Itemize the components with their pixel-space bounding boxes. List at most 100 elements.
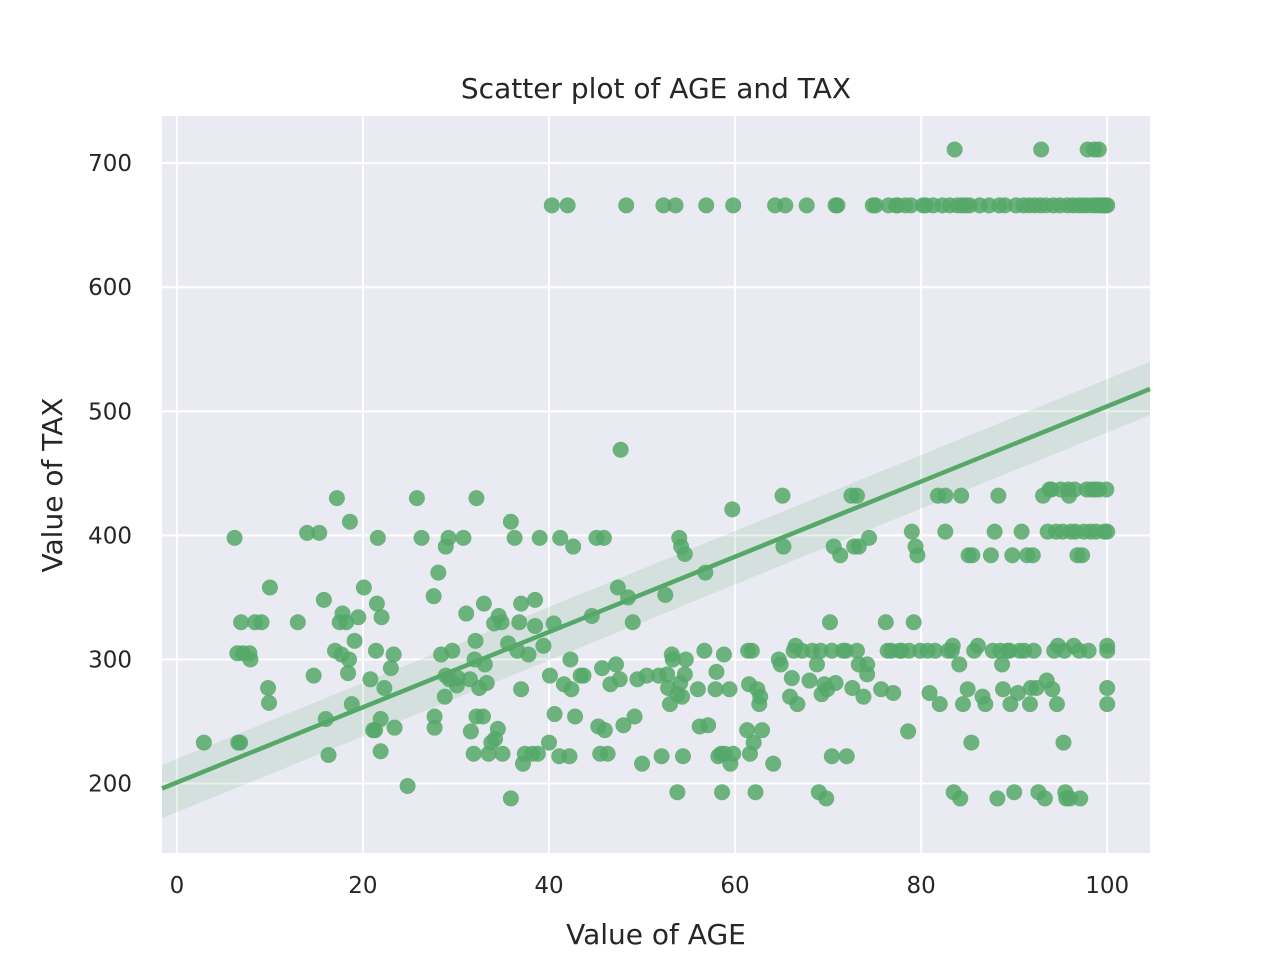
scatter-point (859, 666, 876, 683)
scatter-point (367, 642, 384, 659)
scatter-point (430, 564, 447, 581)
scatter-point (468, 490, 485, 507)
scatter-point (242, 651, 259, 668)
scatter-point (1099, 642, 1116, 659)
scatter-point (624, 614, 641, 631)
scatter-point (399, 778, 416, 794)
scatter-point (765, 755, 782, 772)
plot-background (162, 116, 1150, 853)
scatter-point (855, 688, 872, 705)
scatter-point (355, 579, 372, 596)
scatter-point (376, 679, 393, 696)
scatter-point (937, 487, 954, 504)
scatter-point (903, 523, 920, 540)
scatter-point (493, 614, 510, 631)
scatter-point (475, 595, 492, 612)
scatter-point (195, 734, 212, 751)
scatter-point (724, 501, 741, 518)
scatter-point (789, 696, 806, 713)
scatter-point (462, 723, 479, 740)
scatter-point (595, 529, 612, 546)
scatter-point (1098, 481, 1115, 498)
scatter-point (520, 646, 537, 663)
scatter-point (823, 748, 840, 765)
scatter-point (664, 651, 681, 668)
regression-line (161, 386, 1151, 791)
scatter-point (700, 717, 717, 734)
scatter-point (626, 708, 643, 725)
scatter-point (305, 667, 322, 684)
scatter-point (563, 681, 580, 698)
scatter-point (937, 523, 954, 540)
scatter-point (674, 748, 691, 765)
scatter-point (261, 579, 278, 596)
scatter-point (511, 614, 528, 631)
scatter-point (599, 745, 616, 762)
scatter-point (721, 681, 738, 698)
scatter-point (689, 681, 706, 698)
scatter-point (1025, 642, 1042, 659)
scatter-point (527, 591, 544, 608)
scatter-point (615, 717, 632, 734)
scatter-point (1004, 547, 1021, 564)
scatter-point (382, 660, 399, 677)
scatter-point (531, 529, 548, 546)
scatter-point (612, 441, 629, 458)
scatter-point (754, 722, 771, 739)
scatter-point (964, 547, 981, 564)
scatter-point (775, 538, 792, 555)
scatter-point (233, 614, 250, 631)
scatter-point (369, 529, 386, 546)
scatter-point (827, 675, 844, 692)
scatter-point (743, 642, 760, 659)
scatter-point (772, 656, 789, 673)
scatter-point (350, 609, 367, 626)
scatter-point (386, 719, 403, 736)
scatter-point (707, 681, 724, 698)
scatter-point (696, 642, 713, 659)
scatter-point (372, 743, 389, 760)
scatter-point (927, 642, 944, 659)
scatter-point (596, 722, 613, 739)
scatter-point (944, 637, 961, 654)
x-tick-labels: 0 20 40 60 80 100 (170, 873, 1130, 899)
scatter-point (801, 672, 818, 689)
scatter-point (425, 588, 442, 605)
scatter-point (567, 708, 584, 725)
scatter-point (552, 529, 569, 546)
scatter-point (832, 547, 849, 564)
x-tick-label: 40 (534, 873, 563, 899)
scatter-point (436, 688, 453, 705)
scatter-point (783, 670, 800, 687)
scatter-point (885, 684, 902, 701)
scatter-point (909, 547, 926, 564)
scatter-point (1036, 790, 1053, 807)
scatter-point (1021, 696, 1038, 713)
scatter-point (867, 197, 884, 214)
scatter-point (232, 734, 249, 751)
scatter-point (1033, 141, 1050, 158)
scatter-point (657, 586, 674, 603)
scatter-point (260, 694, 277, 711)
scatter-point (982, 547, 999, 564)
scatter-point (877, 614, 894, 631)
scatter-point (474, 708, 491, 725)
scatter-point (362, 671, 379, 688)
scatter-point (289, 614, 306, 631)
plot-area (161, 116, 1151, 853)
scatter-point (1074, 547, 1091, 564)
scatter-point (458, 605, 475, 622)
scatter-point (1090, 141, 1107, 158)
scatter-point (725, 197, 742, 214)
scatter-point (346, 632, 363, 649)
scatter-point (502, 790, 519, 807)
scatter-point (1099, 197, 1116, 214)
scatter-point (440, 529, 457, 546)
points-layer (195, 141, 1116, 807)
scatter-point (953, 487, 970, 504)
scatter-point (812, 642, 829, 659)
scatter-point (513, 595, 530, 612)
scatter-point (465, 745, 482, 762)
scatter-point (426, 708, 443, 725)
